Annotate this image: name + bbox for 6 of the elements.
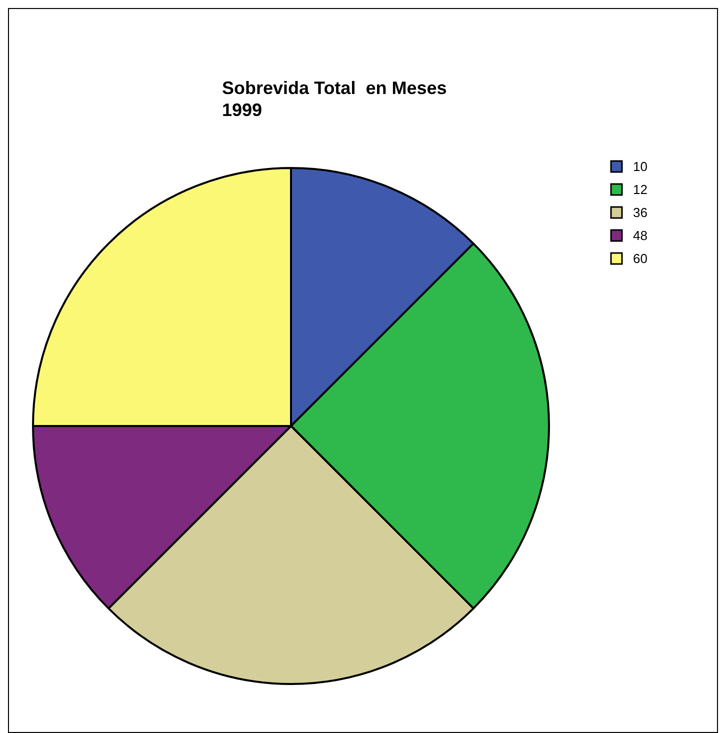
legend-label: 48 — [633, 228, 648, 243]
legend-label: 60 — [633, 251, 648, 266]
legend-label: 12 — [633, 182, 648, 197]
legend-label: 36 — [633, 205, 648, 220]
legend-label: 10 — [633, 159, 648, 174]
chart-title: Sobrevida Total en Meses 1999 — [222, 78, 447, 120]
